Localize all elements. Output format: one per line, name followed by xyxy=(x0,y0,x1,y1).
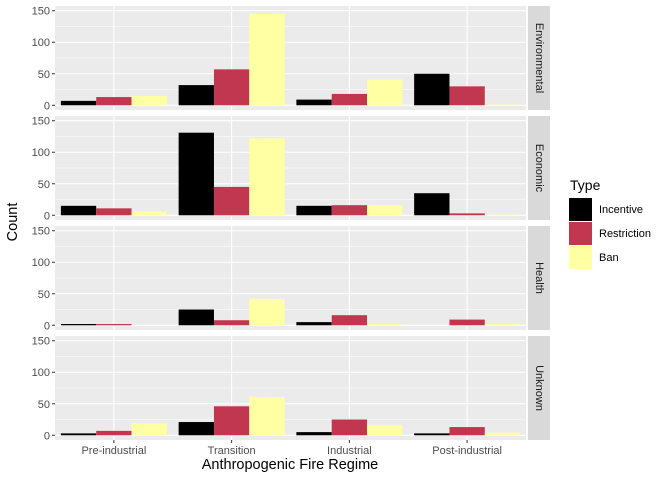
bar-incentive xyxy=(414,193,450,216)
legend-key-incentive xyxy=(569,198,592,221)
bar-restriction xyxy=(449,427,485,436)
y-tick-label: 100 xyxy=(32,37,50,49)
bar-ban xyxy=(249,298,285,326)
bar-ban xyxy=(131,211,167,216)
bar-incentive xyxy=(60,433,97,436)
y-tick-label: 50 xyxy=(38,69,50,81)
legend: Type Incentive Restriction Ban xyxy=(569,177,651,269)
bar-ban xyxy=(484,432,521,436)
legend-title: Type xyxy=(570,177,601,193)
bar-incentive xyxy=(178,422,214,436)
bar-incentive xyxy=(60,205,97,216)
bar-restriction xyxy=(331,419,368,436)
bar-incentive xyxy=(296,99,332,106)
bar-incentive xyxy=(178,309,214,326)
y-tick-label: 150 xyxy=(32,226,50,238)
x-tick-label: Pre-industrial xyxy=(81,445,146,457)
bar-incentive xyxy=(296,322,332,326)
facet-strip xyxy=(528,336,550,440)
y-tick-label: 50 xyxy=(38,399,50,411)
x-axis: Pre-industrial Transition Industrial Post-i… xyxy=(81,440,502,457)
facet-strip-label: Economic xyxy=(533,144,545,193)
bar-ban xyxy=(249,396,285,436)
x-axis-title: Anthropogenic Fire Regime xyxy=(202,457,379,473)
bar-ban xyxy=(131,423,167,436)
y-tick-label: 150 xyxy=(32,116,50,128)
legend-key-restriction xyxy=(569,222,592,245)
y-tick-label: 150 xyxy=(32,6,50,18)
facet-panel: 0 50 100 150 Health xyxy=(32,226,550,332)
x-tick-label: Post-industrial xyxy=(432,445,502,457)
bar-restriction xyxy=(449,86,485,106)
y-tick-label: 150 xyxy=(32,336,50,348)
bar-ban xyxy=(484,214,521,216)
bar-restriction xyxy=(331,93,368,106)
bar-incentive xyxy=(296,432,332,436)
bar-incentive xyxy=(178,85,214,106)
bar-restriction xyxy=(449,319,485,326)
y-tick-label: 0 xyxy=(44,210,50,222)
bar-incentive xyxy=(60,324,97,326)
bar-restriction xyxy=(213,186,250,216)
bar-ban xyxy=(367,79,403,106)
bar-ban xyxy=(484,324,521,326)
bar-restriction xyxy=(96,430,132,436)
bar-ban xyxy=(249,13,285,106)
bar-restriction xyxy=(96,324,132,326)
x-tick-label: Industrial xyxy=(327,445,372,457)
bar-incentive xyxy=(296,205,332,216)
y-tick-label: 100 xyxy=(32,147,50,159)
bar-incentive xyxy=(414,73,450,106)
bar-ban xyxy=(367,205,403,216)
bar-restriction xyxy=(96,97,132,106)
legend-label: Restriction xyxy=(599,228,651,240)
y-tick-label: 50 xyxy=(38,289,50,301)
bar-incentive xyxy=(60,100,97,106)
legend-label: Incentive xyxy=(599,204,643,216)
bar-ban xyxy=(131,95,167,106)
bar-restriction xyxy=(213,320,250,326)
x-tick-label: Transition xyxy=(208,445,256,457)
facet-panel: 0 50 100 150 Environmental xyxy=(32,6,550,112)
y-tick-label: 0 xyxy=(44,100,50,112)
bar-ban xyxy=(367,425,403,436)
bar-ban xyxy=(249,138,285,216)
bar-ban xyxy=(484,104,521,106)
legend-key-ban xyxy=(569,246,592,269)
bar-restriction xyxy=(331,315,368,326)
facet-strip-label: Unknown xyxy=(533,365,545,411)
y-tick-label: 50 xyxy=(38,179,50,191)
bar-ban xyxy=(367,324,403,326)
bar-incentive xyxy=(178,132,214,216)
bar-restriction xyxy=(96,208,132,216)
facet-strip-label: Environmental xyxy=(533,23,545,93)
facet-strip xyxy=(528,116,550,220)
facet-strip-label: Health xyxy=(533,262,545,294)
facet-strip xyxy=(528,226,550,330)
facet-panel: 0 50 100 150 Unknown xyxy=(32,336,550,442)
bar-restriction xyxy=(449,213,485,216)
y-axis-title: Count xyxy=(5,203,21,242)
facet-panel: 0 50 100 150 Economic xyxy=(32,116,550,222)
y-tick-label: 0 xyxy=(44,430,50,442)
facet-strip xyxy=(528,6,550,110)
y-tick-label: 100 xyxy=(32,257,50,269)
bar-incentive xyxy=(414,433,450,436)
bar-restriction xyxy=(213,406,250,436)
y-tick-label: 100 xyxy=(32,367,50,379)
bar-restriction xyxy=(331,205,368,216)
facet-panels: 050100150Environmental050100150Economic0… xyxy=(32,6,550,442)
bar-restriction xyxy=(213,69,250,106)
y-tick-label: 0 xyxy=(44,320,50,332)
legend-label: Ban xyxy=(599,252,619,264)
